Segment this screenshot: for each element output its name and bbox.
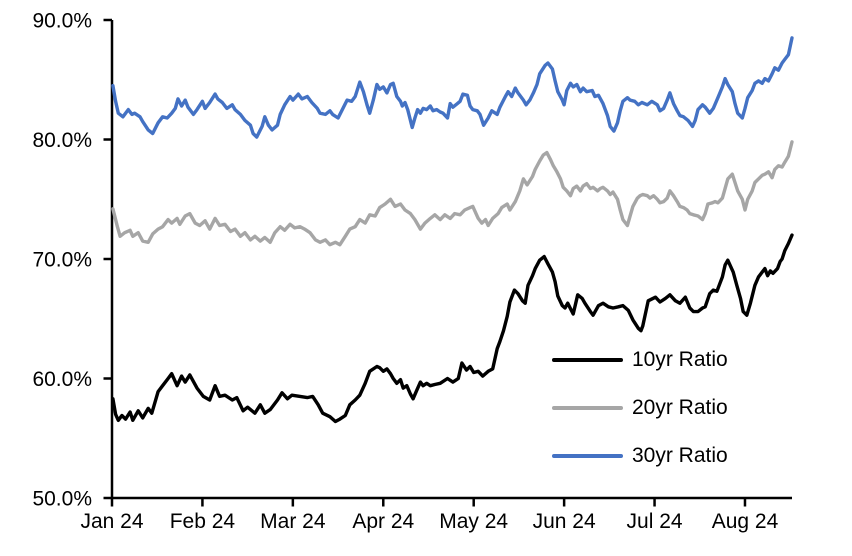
y-axis-tick-label: 60.0% <box>32 368 92 391</box>
legend-item-30yr-ratio: 30yr Ratio <box>552 432 728 480</box>
legend-label-10yr: 10yr Ratio <box>632 348 728 371</box>
series-line-10yr-ratio <box>111 233 794 424</box>
legend-swatch-10yr-icon <box>552 358 623 362</box>
legend-swatch-30yr-icon <box>552 454 623 458</box>
x-axis-tick-label: Feb 24 <box>170 510 236 533</box>
legend-item-10yr-ratio: 10yr Ratio <box>552 336 728 384</box>
x-axis-tick-label: Apr 24 <box>352 510 414 533</box>
x-axis-tick-label: Mar 24 <box>260 510 326 533</box>
y-axis-tick-label: 70.0% <box>32 249 92 272</box>
legend: 10yr Ratio 20yr Ratio 30yr Ratio <box>552 336 728 480</box>
x-axis-tick-label: May 24 <box>439 510 508 533</box>
y-axis-tick-label: 90.0% <box>32 10 92 33</box>
legend-item-20yr-ratio: 20yr Ratio <box>552 384 728 432</box>
series-line-20yr-ratio <box>111 140 794 247</box>
legend-label-30yr: 30yr Ratio <box>632 444 728 467</box>
legend-swatch-20yr-icon <box>552 406 623 410</box>
y-axis-tick-label: 50.0% <box>32 488 92 511</box>
x-axis-tick-label: Jun 24 <box>533 510 596 533</box>
series-line-30yr-ratio <box>111 36 794 139</box>
y-axis-tick-label: 80.0% <box>32 129 92 152</box>
x-axis-tick-label: Jan 24 <box>80 510 143 533</box>
x-axis-tick-label: Jul 24 <box>627 510 683 533</box>
x-axis-tick-label: Aug 24 <box>712 510 779 533</box>
legend-label-20yr: 20yr Ratio <box>632 396 728 419</box>
